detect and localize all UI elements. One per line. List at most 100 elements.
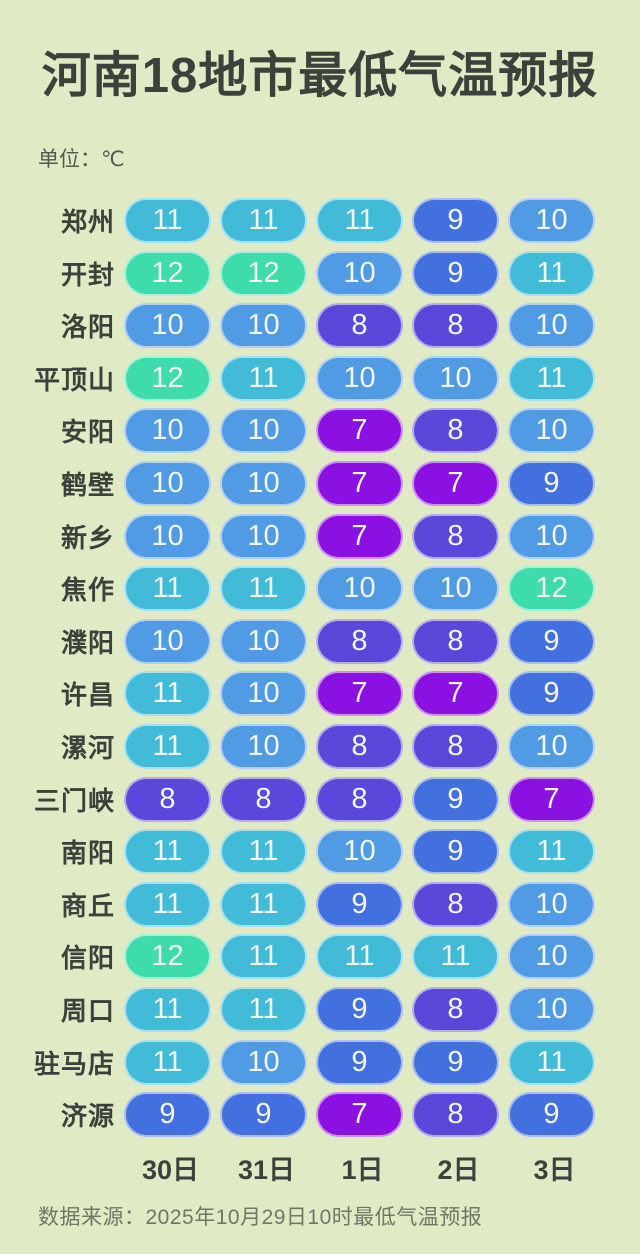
table-row: 安阳 10 10 7 8 10 [0, 408, 640, 454]
temp-pill: 8 [316, 723, 403, 769]
city-label: 驻马店 [33, 1048, 115, 1079]
temp-pill: 10 [508, 198, 595, 243]
temp-pill: 11 [124, 1039, 211, 1085]
temp-pill: 11 [220, 355, 307, 401]
temp-pill: 11 [220, 198, 307, 243]
table-row: 濮阳 10 10 8 8 9 [0, 618, 640, 664]
table-row: 驻马店 11 10 9 9 11 [0, 1039, 640, 1085]
temp-pill: 11 [124, 829, 211, 875]
temp-pill: 8 [412, 513, 499, 559]
temp-pill: 9 [316, 881, 403, 927]
temp-pill: 10 [508, 881, 595, 927]
city-label: 南阳 [60, 838, 115, 869]
temp-pill: 10 [316, 250, 403, 296]
city-label: 开封 [60, 259, 115, 290]
date-axis: 30日 31日 1日 2日 3日 [0, 1147, 640, 1187]
temp-pill: 7 [316, 460, 403, 506]
temp-pill: 10 [508, 513, 595, 559]
table-row: 济源 9 9 7 8 9 [0, 1092, 640, 1138]
table-row: 许昌 11 10 7 7 9 [0, 671, 640, 717]
temp-pill: 12 [124, 250, 211, 296]
table-row: 三门峡 8 8 8 9 7 [0, 776, 640, 822]
temp-pill: 12 [508, 566, 595, 612]
table-row: 郑州 11 11 11 9 10 [0, 198, 640, 243]
temp-pill: 7 [412, 671, 499, 717]
temp-pill: 10 [220, 460, 307, 506]
city-label: 平顶山 [33, 364, 115, 395]
city-label: 周口 [60, 995, 115, 1026]
table-row: 洛阳 10 10 8 8 10 [0, 303, 640, 349]
temp-pill: 11 [220, 881, 307, 927]
city-label: 洛阳 [60, 312, 115, 343]
temp-pill: 10 [412, 566, 499, 612]
city-label: 安阳 [60, 417, 115, 448]
temp-pill: 11 [124, 566, 211, 612]
city-label: 商丘 [60, 890, 115, 921]
temp-pill: 8 [316, 776, 403, 822]
date-column-label: 1日 [341, 1154, 384, 1185]
city-label: 鹤壁 [60, 469, 115, 500]
temp-pill: 7 [412, 460, 499, 506]
temp-pill: 11 [124, 881, 211, 927]
temp-pill: 11 [508, 250, 595, 296]
temp-pill: 9 [316, 1039, 403, 1085]
temp-pill: 7 [316, 1092, 403, 1138]
temp-pill: 8 [220, 776, 307, 822]
city-label: 濮阳 [60, 627, 115, 658]
temp-pill: 11 [220, 986, 307, 1032]
temp-pill: 8 [412, 1092, 499, 1138]
temp-pill: 11 [220, 934, 307, 980]
temp-pill: 8 [412, 303, 499, 349]
temp-pill: 10 [220, 303, 307, 349]
temp-pill: 10 [220, 513, 307, 559]
temp-pill: 11 [124, 198, 211, 243]
table-row: 开封 12 12 10 9 11 [0, 250, 640, 296]
temp-pill: 9 [412, 198, 499, 243]
table-row: 平顶山 12 11 10 10 11 [0, 355, 640, 401]
temp-pill: 8 [412, 408, 499, 454]
temp-pill: 9 [412, 776, 499, 822]
date-column-label: 31日 [237, 1154, 296, 1185]
temp-pill: 11 [124, 986, 211, 1032]
temp-pill: 11 [124, 723, 211, 769]
temp-pill: 8 [124, 776, 211, 822]
temp-pill: 9 [508, 671, 595, 717]
table-row: 焦作 11 11 10 10 12 [0, 566, 640, 612]
data-source-label: 数据来源：2025年10月29日10时最低气温预报 [38, 1206, 483, 1230]
temp-pill: 8 [412, 986, 499, 1032]
table-row: 信阳 12 11 11 11 10 [0, 934, 640, 980]
temp-pill: 10 [124, 513, 211, 559]
temp-pill: 9 [220, 1092, 307, 1138]
city-label: 许昌 [60, 680, 115, 711]
table-row: 南阳 11 11 10 9 11 [0, 829, 640, 875]
temp-pill: 10 [220, 408, 307, 454]
date-column-label: 30日 [141, 1154, 200, 1185]
temp-pill: 9 [508, 1092, 595, 1138]
temp-pill: 10 [124, 303, 211, 349]
temp-pill: 10 [124, 460, 211, 506]
temp-pill: 10 [220, 671, 307, 717]
temp-pill: 11 [316, 934, 403, 980]
table-row: 周口 11 11 9 8 10 [0, 986, 640, 1032]
city-label: 三门峡 [33, 785, 115, 816]
temp-pill: 8 [412, 618, 499, 664]
city-label: 郑州 [60, 207, 115, 237]
city-label: 焦作 [60, 575, 115, 606]
temp-pill: 10 [412, 355, 499, 401]
temp-pill: 11 [220, 829, 307, 875]
temp-pill: 9 [412, 829, 499, 875]
temp-pill: 8 [412, 881, 499, 927]
temp-pill: 12 [220, 250, 307, 296]
page-title: 河南18地市最低气温预报 [41, 49, 599, 103]
temp-pill: 10 [508, 986, 595, 1032]
temp-pill: 10 [316, 566, 403, 612]
temp-pill: 10 [220, 618, 307, 664]
temp-pill: 11 [124, 671, 211, 717]
temp-pill: 10 [124, 408, 211, 454]
temp-pill: 8 [316, 618, 403, 664]
date-column-label: 2日 [437, 1154, 480, 1185]
unit-label: 单位：℃ [38, 148, 125, 171]
temp-pill: 11 [508, 829, 595, 875]
temp-pill: 11 [508, 1039, 595, 1085]
